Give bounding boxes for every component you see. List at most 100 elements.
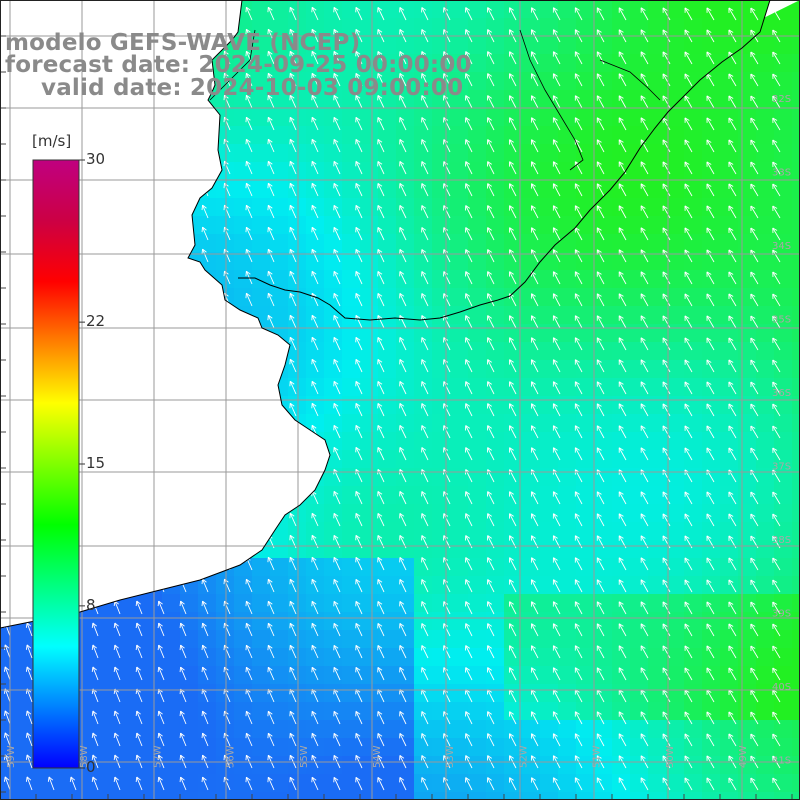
wind-arrow (92, 424, 99, 439)
wind-arrow (92, 402, 99, 417)
wind-arrow (465, 95, 473, 109)
wind-arrow (640, 601, 649, 615)
wind-arrow (553, 425, 561, 439)
wind-arrow (531, 315, 539, 329)
wind-arrow (509, 557, 517, 571)
wind-arrow (728, 227, 737, 241)
wind-arrow (531, 381, 539, 395)
wind-arrow (553, 711, 561, 725)
wind-arrow (487, 337, 495, 351)
wind-arrow (399, 491, 407, 505)
wind-arrow (750, 293, 759, 307)
wind-arrow (531, 667, 539, 681)
wind-arrow (399, 51, 407, 65)
wind-arrow (487, 645, 495, 659)
wind-arrow (289, 95, 297, 109)
wind-arrow (728, 777, 737, 791)
wind-arrow (245, 6, 253, 21)
wind-arrow (355, 491, 363, 505)
wind-arrow (640, 777, 649, 791)
wind-arrow (640, 579, 649, 593)
wind-arrow (267, 623, 275, 637)
wind-arrow (531, 51, 539, 65)
wind-arrow (750, 161, 759, 175)
wind-arrow (180, 556, 187, 571)
wind-arrow (26, 622, 33, 637)
wind-arrow (289, 293, 297, 307)
wind-arrow (4, 644, 11, 659)
wind-arrow (706, 733, 715, 747)
wind-arrow (202, 226, 209, 241)
wind-arrow (245, 600, 253, 615)
wind-arrow (750, 359, 759, 373)
wind-arrow (377, 315, 385, 329)
wind-arrow (224, 402, 231, 417)
wind-arrow (465, 425, 473, 439)
wind-arrow (224, 512, 231, 527)
wind-arrow (531, 447, 539, 461)
wind-arrow (728, 623, 737, 637)
wind-arrow (333, 51, 341, 65)
wind-arrow (553, 161, 561, 175)
wind-arrow (377, 447, 385, 461)
wind-arrow (202, 138, 209, 153)
wind-arrow (399, 667, 407, 681)
wind-arrow (333, 403, 341, 417)
wind-arrow (399, 117, 407, 131)
wind-arrow (640, 403, 649, 417)
wind-arrow (553, 7, 561, 21)
wind-arrow (750, 7, 759, 21)
wind-arrow (202, 490, 209, 505)
wind-arrow (421, 403, 429, 417)
wind-arrow (136, 556, 143, 571)
wind-arrow (4, 270, 11, 285)
wind-arrow (114, 468, 121, 483)
wind-arrow (4, 776, 11, 791)
wind-arrow (399, 95, 407, 109)
wind-arrow (114, 578, 121, 593)
wind-arrow (377, 777, 385, 791)
wind-arrow (443, 161, 451, 175)
wind-arrow (509, 139, 517, 153)
wind-arrow (399, 513, 407, 527)
wind-arrow (706, 403, 715, 417)
wind-arrow (728, 645, 737, 659)
wind-arrow (136, 160, 143, 175)
wind-arrow (706, 95, 715, 109)
wind-arrow (772, 271, 781, 285)
wind-arrow (487, 447, 495, 461)
wind-arrow (553, 645, 561, 659)
wind-arrow (136, 248, 143, 263)
wind-arrow (355, 711, 363, 725)
wind-arrow (355, 689, 363, 703)
wind-arrow (224, 314, 231, 329)
wind-arrow (728, 183, 737, 197)
wind-arrow (443, 359, 451, 373)
wind-arrow (531, 425, 539, 439)
wind-arrow (355, 293, 363, 307)
wind-arrow (224, 578, 231, 593)
wind-arrow (531, 601, 539, 615)
wind-arrow (662, 425, 671, 439)
wind-arrow (684, 425, 693, 439)
wind-arrow (267, 689, 275, 703)
wind-arrow (465, 777, 473, 791)
wind-arrow (377, 293, 385, 307)
colorbar-tick-label: 30 (86, 150, 106, 168)
wind-arrow (4, 424, 11, 439)
wind-arrow (158, 292, 165, 307)
wind-arrow (706, 73, 715, 87)
wind-arrow (706, 381, 715, 395)
wind-arrow (114, 138, 121, 153)
wind-arrow (202, 204, 209, 219)
wind-arrow (136, 578, 143, 593)
wind-arrow (245, 666, 253, 681)
wind-arrow (640, 689, 649, 703)
title-model: modelo GEFS-WAVE (NCEP) (5, 30, 361, 56)
wind-arrow (640, 623, 649, 637)
wind-arrow (158, 666, 165, 681)
latitude-label: 40S (772, 682, 791, 693)
wind-arrow (574, 337, 583, 351)
wind-arrow (158, 556, 165, 571)
latitude-label: 36S (772, 388, 791, 399)
